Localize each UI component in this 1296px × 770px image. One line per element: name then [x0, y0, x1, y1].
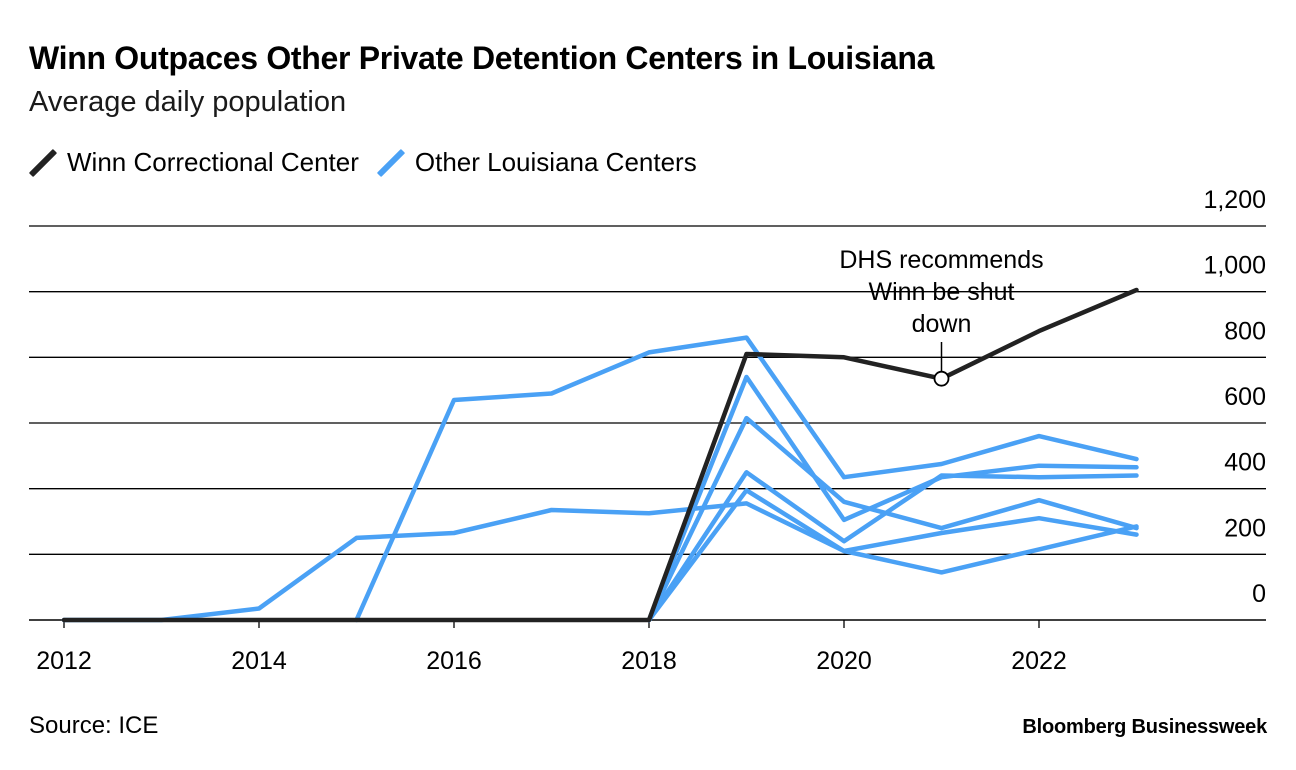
y-tick-label: 1,000 — [1203, 252, 1266, 280]
y-tick-label: 200 — [1224, 514, 1266, 542]
legend-label-winn: Winn Correctional Center — [67, 147, 359, 177]
x-tick-label: 2016 — [426, 647, 482, 675]
chart-title: Winn Outpaces Other Private Detention Ce… — [29, 40, 935, 76]
chart-subtitle: Average daily population — [29, 86, 347, 118]
series-line-other-1 — [354, 335, 1139, 623]
series-line-other-4 — [646, 470, 1139, 623]
series-line-other-2 — [646, 374, 1139, 623]
gridlines — [29, 225, 1266, 621]
series-line-other-0 — [61, 501, 1139, 623]
series-lines — [61, 287, 1139, 623]
x-tick-label: 2012 — [36, 647, 92, 675]
series-line-other-5 — [646, 488, 1139, 623]
legend-item-winn: Winn Correctional Center — [29, 147, 359, 178]
x-tick-label: 2022 — [1011, 647, 1067, 675]
legend: Winn Correctional Center Other Louisiana… — [29, 147, 715, 178]
x-tick-label: 2018 — [621, 647, 677, 675]
y-tick-label: 600 — [1224, 383, 1266, 411]
x-tick-label: 2014 — [231, 647, 287, 675]
x-tick-label: 2020 — [816, 647, 872, 675]
source-note: Source: ICE — [29, 712, 159, 739]
y-tick-label: 0 — [1252, 580, 1266, 608]
annotation-text: Winn be shut — [869, 278, 1015, 306]
annotation-text: DHS recommends — [839, 246, 1043, 274]
legend-item-other: Other Louisiana Centers — [377, 147, 697, 178]
legend-label-other: Other Louisiana Centers — [414, 147, 697, 177]
annotation-text: down — [912, 310, 972, 338]
annotation-group: DHS recommends Winn be shut down — [839, 246, 1044, 387]
brand-logo-text: Bloomberg Businessweek — [1022, 716, 1267, 738]
x-axis-tick-labels: 2012 2014 2016 2018 2020 2022 — [36, 620, 1067, 675]
y-tick-label: 400 — [1224, 449, 1266, 477]
y-axis-tick-labels: 0 200 400 600 800 1,000 1,200 — [1203, 186, 1266, 608]
y-tick-label: 1,200 — [1203, 186, 1266, 214]
y-tick-label: 800 — [1224, 317, 1266, 345]
annotation-marker — [933, 370, 950, 387]
series-line-winn — [61, 287, 1139, 623]
series-line-other-3 — [646, 415, 1139, 623]
